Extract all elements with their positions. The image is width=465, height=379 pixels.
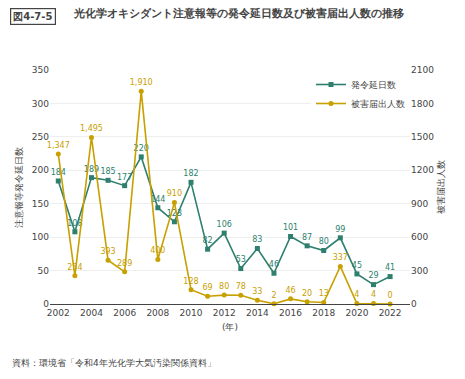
svg-text:250: 250 <box>32 132 49 142</box>
svg-text:144: 144 <box>150 195 165 204</box>
svg-text:53: 53 <box>236 255 246 264</box>
svg-text:177: 177 <box>117 173 132 182</box>
svg-text:33: 33 <box>252 287 262 296</box>
svg-text:87: 87 <box>302 233 312 242</box>
svg-text:1500: 1500 <box>411 132 434 142</box>
svg-text:45: 45 <box>352 261 362 270</box>
svg-text:発令延日数: 発令延日数 <box>351 80 396 90</box>
svg-text:200: 200 <box>32 165 49 175</box>
svg-text:2: 2 <box>271 291 276 300</box>
svg-text:4: 4 <box>354 290 359 299</box>
svg-text:46: 46 <box>269 260 279 269</box>
svg-text:2012: 2012 <box>213 308 236 318</box>
svg-text:2022: 2022 <box>379 308 402 318</box>
svg-text:189: 189 <box>84 165 99 174</box>
svg-text:101: 101 <box>283 223 298 232</box>
svg-text:82: 82 <box>203 236 213 245</box>
svg-text:被害届出人数: 被害届出人数 <box>436 160 446 214</box>
svg-text:2008: 2008 <box>146 308 169 318</box>
svg-text:108: 108 <box>67 219 82 228</box>
svg-text:99: 99 <box>335 225 345 234</box>
svg-text:80: 80 <box>219 282 229 291</box>
svg-text:41: 41 <box>385 263 395 272</box>
svg-text:80: 80 <box>319 237 329 246</box>
svg-text:2010: 2010 <box>180 308 203 318</box>
svg-text:2020: 2020 <box>345 308 368 318</box>
svg-text:1,495: 1,495 <box>80 124 103 133</box>
svg-text:106: 106 <box>217 220 232 229</box>
svg-text:350: 350 <box>32 65 49 75</box>
svg-text:1200: 1200 <box>411 165 434 175</box>
svg-text:4: 4 <box>371 290 376 299</box>
svg-text:184: 184 <box>51 168 66 177</box>
svg-text:2018: 2018 <box>312 308 335 318</box>
svg-text:20: 20 <box>302 289 312 298</box>
svg-text:29: 29 <box>368 271 378 280</box>
svg-text:289: 289 <box>117 259 132 268</box>
svg-text:254: 254 <box>67 263 82 272</box>
svg-text:185: 185 <box>100 167 115 176</box>
svg-text:2014: 2014 <box>246 308 269 318</box>
svg-text:46: 46 <box>285 286 295 295</box>
svg-text:900: 900 <box>411 199 428 209</box>
svg-text:83: 83 <box>252 235 262 244</box>
svg-text:2002: 2002 <box>47 308 70 318</box>
svg-text:(年): (年) <box>222 322 238 332</box>
svg-text:400: 400 <box>150 246 165 255</box>
svg-text:220: 220 <box>134 144 149 153</box>
svg-text:2016: 2016 <box>279 308 302 318</box>
svg-text:123: 123 <box>167 209 182 218</box>
svg-text:78: 78 <box>236 282 246 291</box>
svg-text:182: 182 <box>183 169 198 178</box>
svg-text:393: 393 <box>100 247 115 256</box>
svg-text:1800: 1800 <box>411 99 434 109</box>
svg-text:2006: 2006 <box>113 308 136 318</box>
svg-text:300: 300 <box>32 99 49 109</box>
svg-text:0: 0 <box>411 299 417 309</box>
svg-text:資料：環境省「令和4年光化学大気汚染関係資料」: 資料：環境省「令和4年光化学大気汚染関係資料」 <box>12 358 216 368</box>
svg-text:100: 100 <box>32 232 49 242</box>
svg-text:2004: 2004 <box>80 308 103 318</box>
svg-text:1,347: 1,347 <box>47 141 70 150</box>
svg-text:図4-7-5: 図4-7-5 <box>13 11 52 22</box>
svg-text:0: 0 <box>43 299 49 309</box>
svg-text:910: 910 <box>167 189 182 198</box>
svg-text:注意報等発令延日数: 注意報等発令延日数 <box>14 147 24 228</box>
svg-text:69: 69 <box>203 283 213 292</box>
svg-text:2100: 2100 <box>411 65 434 75</box>
svg-text:128: 128 <box>183 277 198 286</box>
svg-text:被害届出人数: 被害届出人数 <box>351 99 405 109</box>
svg-text:0: 0 <box>388 291 393 300</box>
svg-text:光化学オキシダント注意報等の発令延日数及び被害届出人数の推移: 光化学オキシダント注意報等の発令延日数及び被害届出人数の推移 <box>73 7 404 20</box>
svg-text:150: 150 <box>32 199 49 209</box>
svg-text:600: 600 <box>411 232 428 242</box>
svg-text:300: 300 <box>411 266 428 276</box>
svg-text:13: 13 <box>319 289 329 298</box>
svg-text:337: 337 <box>333 253 348 262</box>
svg-text:1,910: 1,910 <box>130 78 153 87</box>
svg-text:50: 50 <box>38 266 50 276</box>
